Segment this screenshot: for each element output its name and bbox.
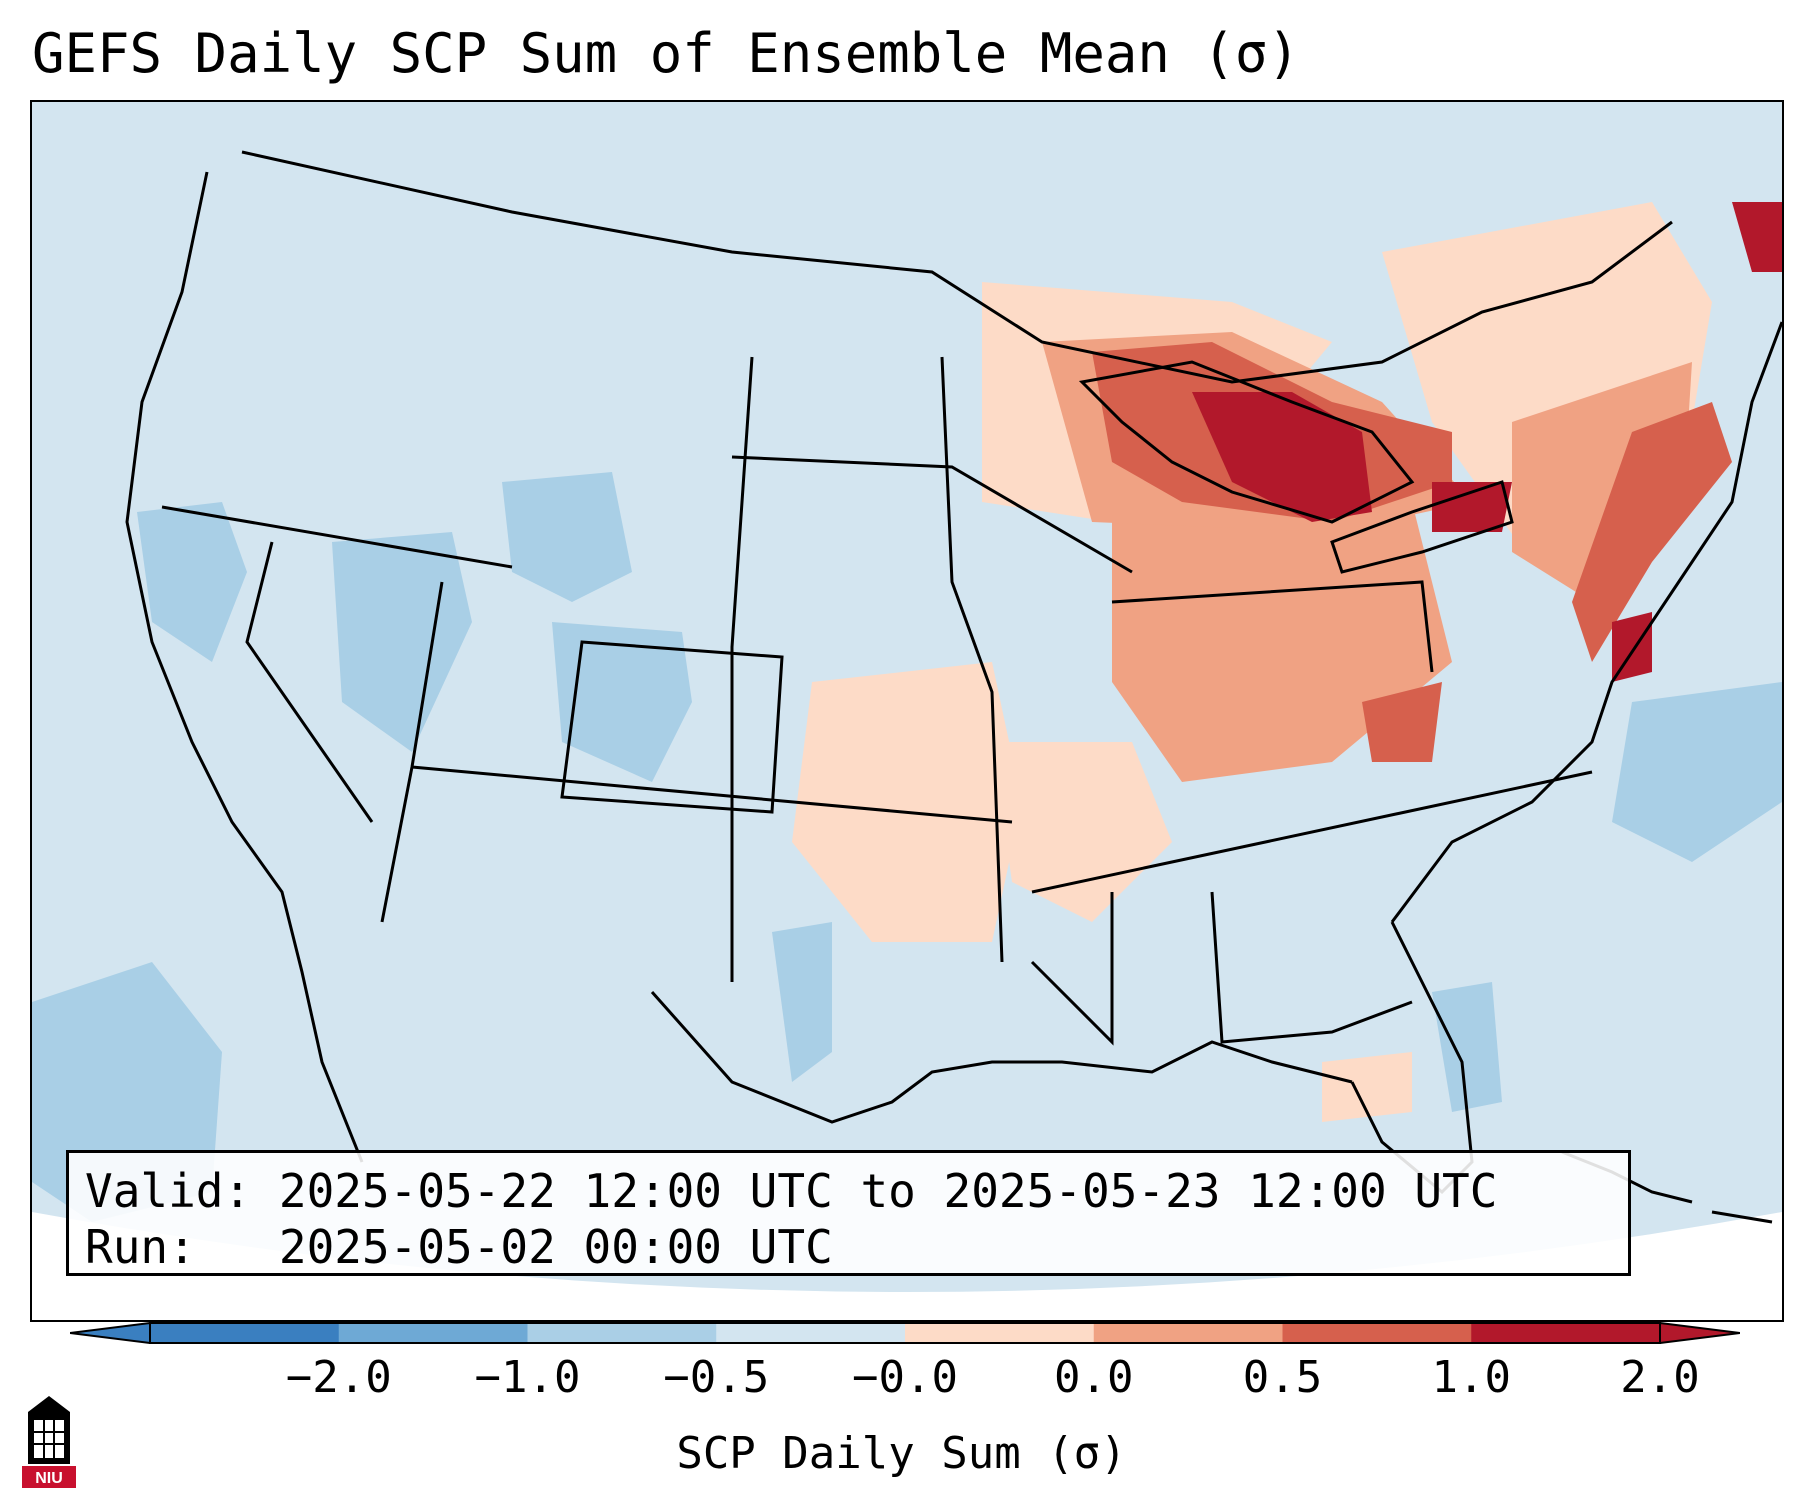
anomaly-patch-plains	[792, 662, 1022, 942]
colorbar-segments	[70, 1322, 1740, 1344]
colorbar-tick-label: −0.0	[852, 1352, 958, 1403]
border-south	[1030, 892, 1114, 1046]
anomaly-patch-south-central	[992, 742, 1172, 922]
colorbar-tick-label: −1.0	[474, 1352, 581, 1403]
colorbar-segment	[338, 1323, 528, 1343]
anomaly-patch-florida	[1432, 982, 1502, 1112]
border-west-east-2	[411, 765, 1013, 824]
anomaly-patch-great-lakes-max	[1192, 392, 1372, 522]
border-plains-vertical	[730, 356, 754, 982]
anomaly-patch-atlantic	[1612, 682, 1782, 862]
great-lakes-outline	[1078, 360, 1415, 524]
validity-info-box: Valid: 2025-05-22 12:00 UTC to 2025-05-2…	[66, 1150, 1631, 1276]
anomaly-patch-wyoming	[502, 472, 632, 602]
anomaly-patch-texas	[772, 922, 832, 1082]
anomaly-patch-lake-ontario-max	[1432, 482, 1512, 532]
colorbar-segment	[527, 1323, 717, 1343]
run-label: Run:	[85, 1220, 196, 1274]
gulf-coastline	[650, 991, 1353, 1124]
colorbar-segment	[1471, 1323, 1661, 1343]
colorbar-segment	[1282, 1323, 1472, 1343]
border-colorado-box	[560, 640, 784, 814]
anomaly-patch-utah	[332, 532, 472, 752]
map-canvas	[32, 102, 1782, 1292]
colorbar-tick-labels: −2.0 −1.0 −0.5 −0.0 0.0 0.5 1.0 2.0	[0, 1352, 1803, 1412]
map-panel	[30, 100, 1784, 1322]
east-coastline	[1390, 321, 1782, 923]
colorbar-tick-label: 0.0	[1054, 1352, 1134, 1403]
colorbar	[70, 1322, 1740, 1344]
hispaniola-outline	[1711, 1210, 1773, 1224]
coastline-and-borders	[125, 150, 1782, 1195]
border-mid-south	[1031, 770, 1593, 894]
colorbar-segment	[905, 1323, 1095, 1343]
positive-anomaly-max	[1192, 202, 1782, 682]
colorbar-tick-label: 0.5	[1242, 1352, 1323, 1403]
lake-erie-ontario-outline	[1330, 480, 1514, 574]
border-nevada	[245, 541, 374, 823]
us-canada-border	[241, 150, 1673, 384]
anomaly-patch-colorado	[552, 622, 692, 782]
run-value: 2025-05-02 00:00 UTC	[278, 1220, 833, 1274]
border-ohio	[1111, 580, 1434, 673]
colorbar-tick-label: −2.0	[285, 1352, 392, 1403]
colorbar-extend-min	[70, 1322, 151, 1344]
svg-text:NIU: NIU	[35, 1470, 63, 1487]
colorbar-segment	[150, 1323, 340, 1343]
colorbar-label: SCP Daily Sum (σ)	[676, 1428, 1127, 1479]
anomaly-patch-appalachia	[1362, 682, 1442, 762]
valid-row: Valid: 2025-05-22 12:00 UTC to 2025-05-2…	[85, 1163, 1612, 1219]
border-dakotas	[940, 356, 1004, 963]
colorbar-segment	[1093, 1323, 1283, 1343]
valid-label: Valid:	[85, 1164, 252, 1218]
anomaly-patch-maritimes-max	[1732, 202, 1782, 272]
colorbar-tick-label: 2.0	[1620, 1352, 1700, 1403]
run-row: Run: 2025-05-02 00:00 UTC	[85, 1219, 1612, 1275]
west-coastline	[125, 171, 364, 1163]
border-west-east-1	[161, 505, 513, 569]
border-north-plains	[731, 455, 1133, 574]
colorbar-outline	[149, 1322, 1661, 1344]
colorbar-segment	[716, 1323, 906, 1343]
university-tower-icon: NIU	[22, 1396, 76, 1488]
border-rockies	[380, 581, 444, 923]
colorbar-tick-label: −0.5	[663, 1352, 770, 1403]
anomaly-patch-new-england	[1572, 402, 1732, 662]
border-southeast	[1210, 891, 1413, 1044]
valid-value: 2025-05-22 12:00 UTC to 2025-05-23 12:00…	[278, 1164, 1498, 1218]
map-title: GEFS Daily SCP Sum of Ensemble Mean (σ)	[32, 22, 1300, 85]
colorbar-tick-label: 1.0	[1431, 1352, 1511, 1403]
anomaly-patch-great-basin	[137, 502, 247, 662]
anomaly-patch-gulf	[1322, 1052, 1412, 1122]
colorbar-extend-max	[1659, 1322, 1740, 1344]
